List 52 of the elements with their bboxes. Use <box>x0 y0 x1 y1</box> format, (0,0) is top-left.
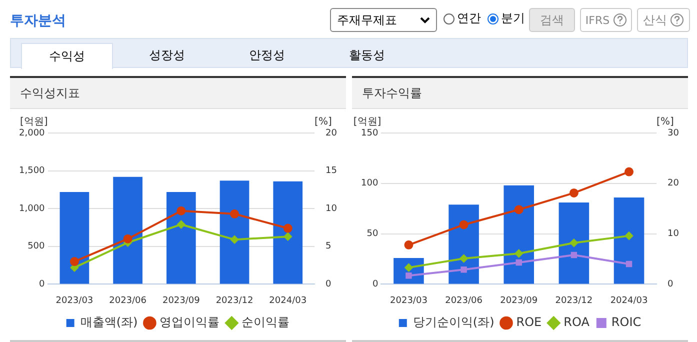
legend-label: 매출액(좌) <box>80 315 138 330</box>
chart-title: 투자수익률 <box>352 78 688 109</box>
y-tick-label: 500 <box>28 242 46 252</box>
text: 연간 <box>457 10 481 27</box>
y2-tick-label: 0 <box>668 280 674 290</box>
legend-label: 순이익률 <box>242 315 290 330</box>
y2-axis-title: [%] <box>314 116 332 128</box>
text: 산식 <box>643 12 667 28</box>
text: 분기 <box>501 10 525 27</box>
y-axis-title: [억원] <box>353 116 382 128</box>
text: 투자분석 <box>10 12 66 30</box>
chart-title: 수익성지표 <box>10 78 346 109</box>
x-tick-label: 2023/09 <box>500 296 538 306</box>
legend-label: ROE <box>516 315 542 330</box>
x-tick-label: 2023/03 <box>390 296 428 306</box>
text: 안정성 <box>248 47 286 64</box>
y-tick-label: 1,000 <box>19 204 46 214</box>
y-tick-label: 100 <box>360 178 378 189</box>
y2-tick-label: 15 <box>326 166 337 176</box>
y2-tick-label: 20 <box>326 128 338 138</box>
y-tick-label: 150 <box>360 128 378 138</box>
text: 수익성 <box>21 43 113 69</box>
y2-axis-title: [%] <box>656 116 674 128</box>
legend-label: 영업이익률 <box>160 315 220 330</box>
y-tick-label: 1,500 <box>19 166 46 176</box>
legend-label: ROIC <box>611 315 642 330</box>
y-tick-label: 50 <box>366 229 378 240</box>
y2-tick-label: 10 <box>668 229 680 240</box>
x-tick-label: 2023/06 <box>445 296 483 306</box>
text: IFRS <box>585 14 610 26</box>
x-tick-label: 2023/06 <box>109 296 147 306</box>
text: 활동성 <box>348 47 386 64</box>
y2-tick-label: 20 <box>668 178 680 189</box>
x-tick-label: 2024/03 <box>610 296 648 306</box>
text: 주재무제표 <box>337 12 397 28</box>
x-tick-label: 2024/03 <box>269 296 307 306</box>
y2-tick-label: 0 <box>326 280 332 290</box>
y-axis-title: [억원] <box>20 116 48 128</box>
y-tick-label: 0 <box>39 280 46 290</box>
y-tick-label: 0 <box>372 280 378 290</box>
y-tick-label: 2,000 <box>19 128 46 138</box>
legend-label: ROA <box>564 315 590 330</box>
text: 검색 <box>540 12 564 28</box>
x-tick-label: 2023/12 <box>216 296 254 306</box>
y2-tick-label: 10 <box>326 204 338 214</box>
y2-tick-label: 5 <box>326 242 332 252</box>
x-tick-label: 2023/12 <box>555 296 593 306</box>
legend-label: 당기순이익(좌) <box>412 315 494 330</box>
x-tick-label: 2023/09 <box>162 296 200 306</box>
text: 성장성 <box>148 47 186 64</box>
x-tick-label: 2023/03 <box>56 296 94 306</box>
y2-tick-label: 30 <box>668 128 680 138</box>
